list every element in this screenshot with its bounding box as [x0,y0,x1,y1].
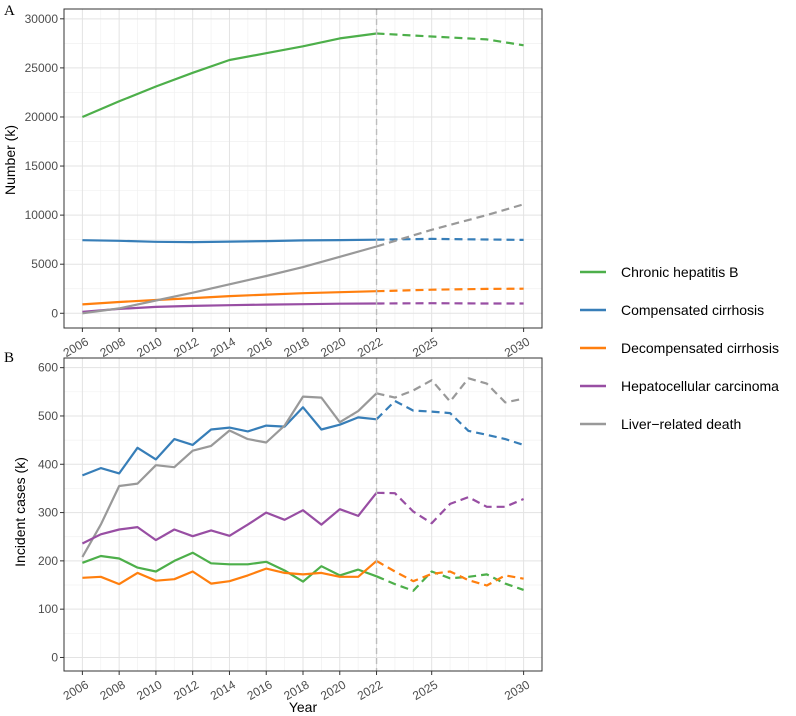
legend: Chronic hepatitis B Compensated cirrhosis… [580,264,779,432]
panel-a-x-tick-label: 2025 [410,334,440,360]
panel-a-x-tick-label: 2008 [98,334,128,360]
panel-b-y-tick-label: 0 [51,650,58,664]
legend-label: Liver−related death [621,416,741,432]
panel-a-y-tick-label: 25000 [25,61,59,75]
panel-a-x-tick-label: 2012 [171,334,201,360]
legend-label: Chronic hepatitis B [621,264,739,280]
panel-a-x-tick-label: 2014 [208,334,238,360]
panel-label-a: A [4,3,15,19]
panel-a-series-hepatocellular-carcinoma-observed-line [82,302,377,313]
panel-b-x-tick-label: 2022 [355,677,385,703]
panel-a-y-tick-label: 0 [51,306,58,320]
panel-a-y-axis-title: Number (k) [2,125,18,195]
panel-b-x-tick-label: 2006 [61,677,91,703]
panel-a-y-tick-label: 5000 [31,257,58,271]
panel-b-y-tick-label: 300 [38,506,58,520]
panel-b-series-compensated-cirrhosis-projected-line [375,399,524,446]
panel-b-series-chronic-hepatitis-b-observed-line [82,551,377,583]
panel-a-x-tick-label: 2030 [502,334,532,360]
panel-a-x-tick-label: 2006 [61,334,91,360]
panel-a-x-tick-label: 2022 [355,334,385,360]
panel-b-x-tick-label: 2016 [245,677,275,703]
panel-a-x-tick-label: 2018 [281,334,311,360]
panel-a-series-compensated-cirrhosis-projected-line [376,237,524,241]
panel-b-y-tick-label: 500 [38,409,58,423]
panel-b-x-tick-label: 2008 [98,677,128,703]
panel-b-series-hepatocellular-carcinoma-projected-line [376,491,525,525]
panel-a-y-tick-label: 20000 [25,110,59,124]
panel-a-x-tick-label: 2020 [318,334,348,360]
panel-b-y-tick-label: 200 [38,554,58,568]
panel-a-y-tick-label: 30000 [25,12,59,26]
panel-b-x-tick-label: 2020 [318,677,348,703]
panel-a-y-tick-label: 10000 [25,208,59,222]
panel-a-series-liver-related-death-projected-line [376,203,524,248]
panel-b-y-tick-label: 400 [38,457,58,471]
panel-a-x-tick-label: 2016 [245,334,275,360]
panel-a-y-tick-label: 15000 [25,159,59,173]
panel-b-series-hepatocellular-carcinoma-observed-line [81,492,378,545]
panel-b-series-compensated-cirrhosis-observed-line [81,406,377,477]
panel-a-x-tick-label: 2010 [134,334,164,360]
panel-label-b: B [4,350,14,366]
panel-b-y-tick-label: 100 [38,602,58,616]
panel-b-x-tick-label: 2014 [208,677,238,703]
legend-label: Hepatocellular carcinoma [621,378,779,394]
panel-b-y-tick-label: 600 [38,361,58,375]
panel-a-series-chronic-hepatitis-b-observed-line [81,32,377,119]
panel-a-series-decompensated-cirrhosis-observed-line [82,290,377,306]
panel-b-series-liver-related-death-observed-line [81,392,378,558]
panel-b-x-axis-title: Year [289,699,318,715]
panel-b-x-tick-label: 2012 [171,677,201,703]
panel-a-series-decompensated-cirrhosis-projected-line [376,287,524,293]
legend-label: Decompensated cirrhosis [621,340,779,356]
panel-b-x-tick-label: 2025 [410,677,440,703]
panel-b-y-axis-title: Incident cases (k) [12,457,28,567]
panel-b-series-decompensated-cirrhosis-projected-line [375,559,524,587]
panel-a-series-compensated-cirrhosis-observed-line [82,238,377,244]
panel-a-series-liver-related-death-observed-line [82,245,377,315]
panel-b-plot: 0 100 200 300 400 500 600 2006 2008 2010 2012 2014 2… [38,357,543,703]
panel-b-x-tick-label: 2010 [134,677,164,703]
legend-label: Compensated cirrhosis [621,302,764,318]
panel-b-series-decompensated-cirrhosis-observed-line [82,560,378,586]
panel-a-series-chronic-hepatitis-b-projected-line [376,32,524,47]
panel-b-x-tick-label: 2030 [502,677,532,703]
panel-b-series-chronic-hepatitis-b-projected-line [376,570,524,592]
